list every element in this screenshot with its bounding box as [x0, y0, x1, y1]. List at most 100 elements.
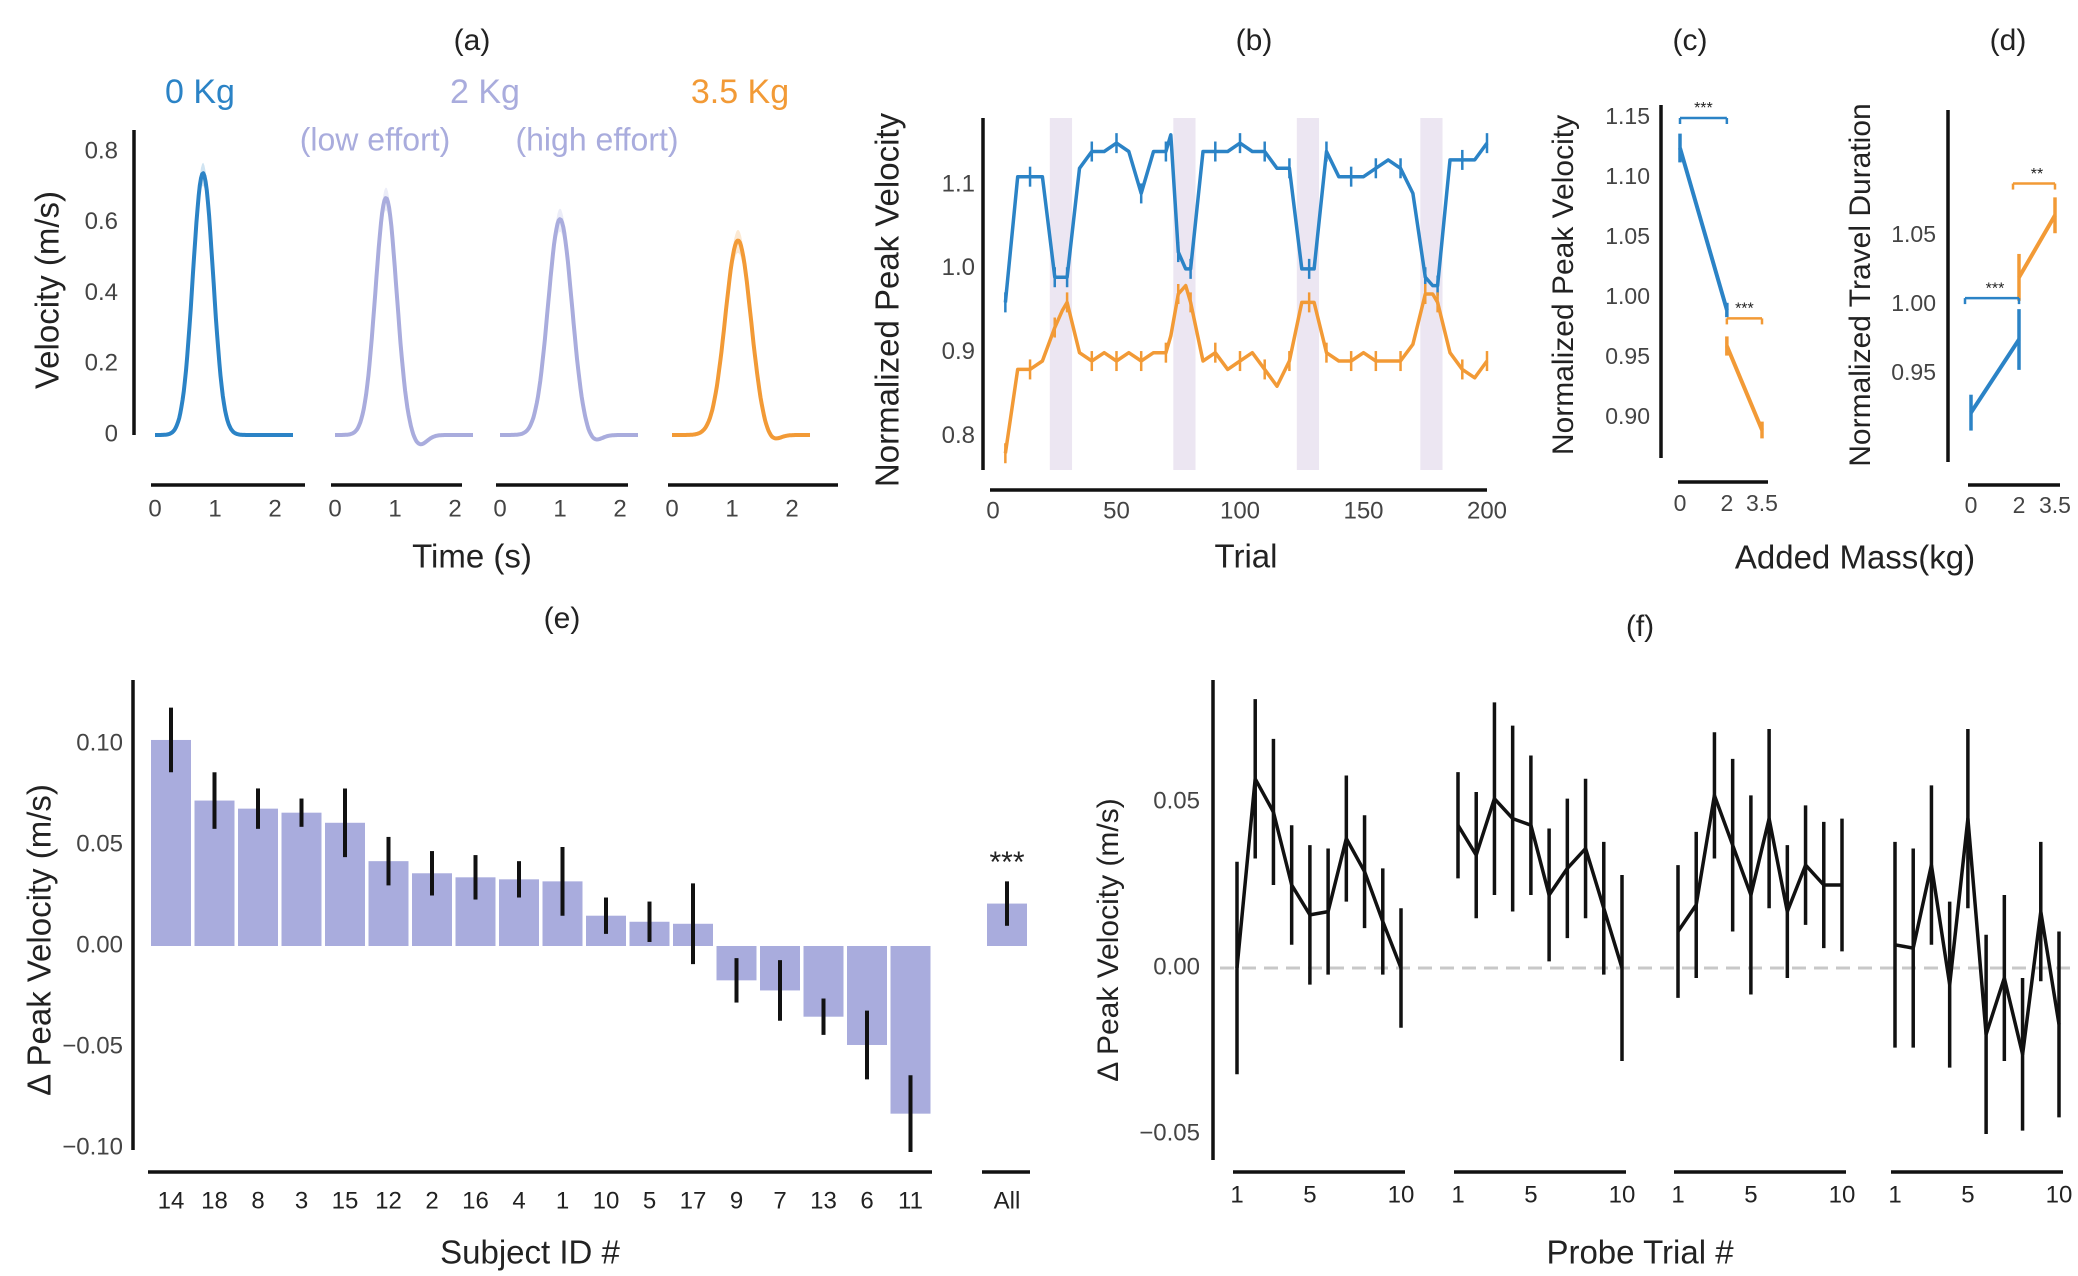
- panel-b-xtick-label: 200: [1467, 497, 1507, 524]
- panel-a-ylabel: Velocity (m/s): [29, 191, 66, 389]
- panel-a-xtick-label: 2: [448, 495, 461, 522]
- panel-e-xtick-label: 9: [730, 1187, 743, 1214]
- panel-f-probe-line: [1456, 796, 1624, 969]
- panel-a-error-band: [672, 230, 810, 441]
- panel-e-bar: [281, 812, 322, 946]
- panel-f-xtick-label: 1: [1888, 1181, 1901, 1208]
- panel-d-xtick-label: 2: [2013, 492, 2026, 518]
- panel-b-label: (b): [1236, 24, 1273, 57]
- panel-b-xtick-label: 100: [1220, 497, 1260, 524]
- panel-f-ytick-label: 0.05: [1153, 787, 1200, 814]
- panel-f-label: (f): [1626, 610, 1654, 643]
- panel-a-error-band: [335, 187, 473, 446]
- panel-a-series-title: 0 Kg: [165, 73, 235, 111]
- panel-e-xtick-label: 3: [295, 1187, 308, 1214]
- panel-e-xtick-label: 13: [810, 1187, 837, 1214]
- panel-f-xtick-label: 1: [1451, 1181, 1464, 1208]
- panel-d-ytick-label: 1.00: [1891, 290, 1936, 316]
- panel-d-xlabel: Added Mass(kg): [1735, 539, 1975, 576]
- panel-e-xtick-label: 16: [462, 1187, 489, 1214]
- panel-a-xtick-label: 0: [148, 495, 161, 522]
- panel-e-xtick-label: 14: [158, 1187, 185, 1214]
- panel-b-ytick-label: 1.1: [942, 170, 975, 197]
- panel-b-shaded-block: [1173, 118, 1196, 470]
- panel-b-ytick-label: 0.8: [942, 422, 975, 449]
- panel-e-xtick-label: 12: [375, 1187, 402, 1214]
- panel-a-xtick-label: 1: [725, 495, 738, 522]
- panel-a-ytick-label: 0.4: [85, 279, 118, 306]
- panel-d-significance-stars: **: [2031, 166, 2043, 183]
- panel-f-ytick-label: 0.00: [1153, 953, 1200, 980]
- panel-f-xtick-label: 1: [1671, 1181, 1684, 1208]
- panel-a-xtick-label: 1: [388, 495, 401, 522]
- panel-d-xtick-label: 3.5: [2039, 492, 2071, 518]
- panel-b-ylabel: Normalized Peak Velocity: [869, 112, 906, 487]
- panel-b-xtick-label: 150: [1343, 497, 1383, 524]
- panel-c-ytick-label: 1.00: [1605, 283, 1650, 309]
- panel-a-ytick-label: 0.6: [85, 208, 118, 235]
- panel-e-xtick-label: 11: [898, 1187, 923, 1214]
- panel-c-ytick-label: 0.90: [1605, 403, 1650, 429]
- panel-e-xtick-label: 1: [556, 1187, 569, 1214]
- panel-f-xtick-label: 10: [2046, 1181, 2073, 1208]
- panel-b-ytick-label: 1.0: [942, 254, 975, 281]
- panel-f-ytick-label: −0.05: [1139, 1119, 1200, 1146]
- panel-a-xtick-label: 2: [268, 495, 281, 522]
- panel-e-xtick-label: 7: [773, 1187, 786, 1214]
- panel-c-xtick-label: 2: [1720, 490, 1733, 516]
- panel-d-series-line: [2017, 214, 2057, 279]
- panel-e-label: (e): [544, 602, 581, 635]
- panel-e-xtick-label: 2: [425, 1187, 438, 1214]
- panel-a-xtick-label: 2: [785, 495, 798, 522]
- panel-e-ylabel: Δ Peak Velocity (m/s): [21, 784, 58, 1096]
- panel-e-ytick-label: 0.10: [76, 729, 123, 756]
- panel-a-xlabel: Time (s): [412, 538, 532, 575]
- panel-a-ytick-label: 0.2: [85, 350, 118, 377]
- panel-b-xtick-label: 0: [986, 497, 999, 524]
- panel-a-label: (a): [454, 24, 491, 57]
- panel-d-ytick-label: 0.95: [1891, 359, 1936, 385]
- panel-b-xlabel: Trial: [1215, 538, 1278, 575]
- panel-a-ytick-label: 0: [105, 420, 118, 447]
- panel-b-series-line: [1003, 133, 1489, 303]
- panel-f-xtick-label: 10: [1388, 1181, 1415, 1208]
- panel-a-series-subtitle: (low effort): [300, 121, 451, 157]
- panel-e-ytick-label: −0.05: [62, 1032, 123, 1059]
- panel-c-ytick-label: 0.95: [1605, 343, 1650, 369]
- panel-a-velocity-curve: [499, 217, 639, 442]
- panel-f-probe-line: [1235, 777, 1403, 969]
- panel-f-xtick-label: 5: [1524, 1181, 1537, 1208]
- panel-c-ytick-label: 1.10: [1605, 163, 1650, 189]
- panel-a-error-band: [500, 208, 638, 442]
- panel-f-ylabel: Δ Peak Velocity (m/s): [1092, 798, 1125, 1081]
- panel-f-xtick-label: 5: [1744, 1181, 1757, 1208]
- panel-c-ytick-label: 1.15: [1605, 103, 1650, 129]
- panel-e-xtick-label: 4: [512, 1187, 525, 1214]
- panel-f-xtick-label: 10: [1609, 1181, 1636, 1208]
- panel-d-label: (d): [1990, 24, 2027, 57]
- panel-c-significance-stars: ***: [1735, 301, 1754, 318]
- panel-d-xtick-label: 0: [1965, 492, 1978, 518]
- panel-f-xtick-label: 5: [1303, 1181, 1316, 1208]
- panel-e-ytick-label: −0.10: [62, 1133, 123, 1160]
- panel-e-xlabel: Subject ID #: [440, 1234, 620, 1271]
- panel-c-significance-stars: ***: [1694, 100, 1713, 117]
- panel-f-probe-line: [1676, 793, 1842, 933]
- panel-a-velocity-curve: [671, 238, 811, 441]
- panel-e-xtick-label: 18: [201, 1187, 228, 1214]
- panel-a-xtick-label: 0: [328, 495, 341, 522]
- panel-c-series-line: [1725, 345, 1764, 431]
- panel-e-bar: [151, 739, 191, 946]
- panel-e-ytick-label: 0.00: [76, 931, 123, 958]
- panel-b-xtick-label: 50: [1103, 497, 1130, 524]
- panel-a-series-title: 2 Kg: [450, 73, 520, 111]
- panel-e-summary-label: All: [994, 1187, 1021, 1214]
- panel-d-ytick-label: 1.05: [1891, 221, 1936, 247]
- panel-e-ytick-label: 0.05: [76, 830, 123, 857]
- panel-e-xtick-label: 10: [593, 1187, 620, 1214]
- panel-f-xtick-label: 5: [1961, 1181, 1974, 1208]
- panel-c-ytick-label: 1.05: [1605, 223, 1650, 249]
- panel-d-ylabel: Normalized Travel Duration: [1844, 103, 1877, 466]
- panel-a-velocity-curve: [334, 196, 474, 447]
